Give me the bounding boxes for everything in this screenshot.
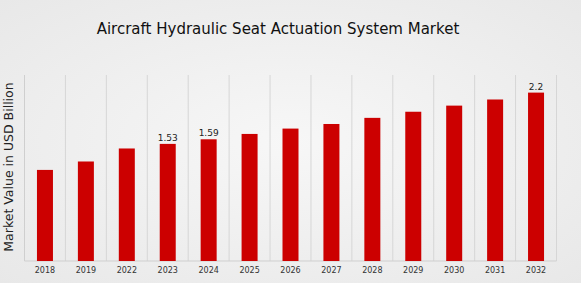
bar: [242, 134, 258, 261]
chart: 2018 2019 2022 2023 2024 2025 2026 2027 2028 2029…: [0, 0, 581, 283]
grid-line: [433, 75, 434, 261]
bar: [487, 99, 503, 261]
bar: [160, 144, 176, 261]
data-label: 1.59: [199, 128, 219, 138]
x-tick-label: 2025: [239, 266, 259, 275]
data-label: 1.53: [158, 133, 178, 143]
x-tick-label: 2029: [403, 266, 423, 275]
grid-line: [24, 75, 25, 261]
grid-line: [270, 75, 271, 261]
bar: [446, 106, 462, 261]
grid-line: [351, 75, 352, 261]
bar: [528, 93, 544, 261]
x-tick-label: 2018: [35, 266, 55, 275]
data-label: 2.2: [529, 82, 543, 92]
x-tick-label: 2027: [321, 266, 341, 275]
x-tick-label: 2019: [76, 266, 96, 275]
bars: [37, 93, 544, 261]
grid-line: [106, 75, 107, 261]
grid-line: [188, 75, 189, 261]
grid-line: [556, 75, 557, 261]
grid-line: [515, 75, 516, 261]
x-tick-label: 2024: [198, 266, 218, 275]
x-tick-label: 2023: [158, 266, 178, 275]
x-tick-label: 2030: [444, 266, 464, 275]
bar: [364, 118, 380, 261]
grid-line: [474, 75, 475, 261]
grid-line: [229, 75, 230, 261]
x-tick-label: 2031: [485, 266, 505, 275]
grid-line: [65, 75, 66, 261]
bar: [323, 124, 339, 261]
bar: [37, 170, 53, 261]
x-tick-label: 2032: [526, 266, 546, 275]
grid-line: [147, 75, 148, 261]
bar: [119, 148, 135, 261]
bar: [201, 139, 217, 261]
x-tick-label: 2026: [280, 266, 300, 275]
bar: [405, 112, 421, 261]
bar: [78, 161, 94, 261]
title: Aircraft Hydraulic Seat Actuation System…: [97, 20, 460, 38]
grid-line: [392, 75, 393, 261]
bar: [283, 129, 299, 261]
y-axis-label: Market Value in USD Billion: [1, 82, 16, 251]
x-tick-label: 2028: [362, 266, 382, 275]
grid-line: [310, 75, 311, 261]
x-tick-label: 2022: [117, 266, 137, 275]
y-axis-line: [24, 75, 25, 261]
